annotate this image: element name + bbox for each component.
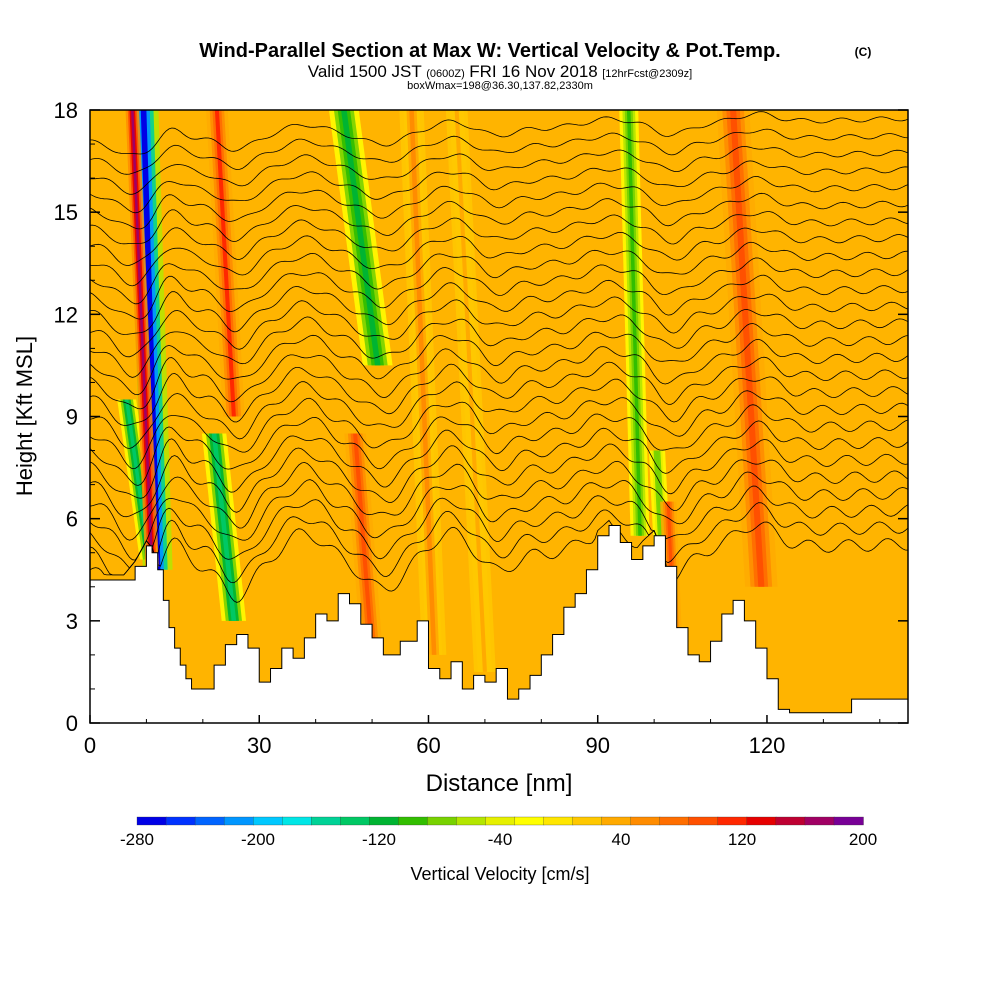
plot-area	[90, 110, 908, 723]
box-info: boxWmax=198@36.30,137.82,2330m	[407, 80, 593, 92]
isentrope-line-22	[90, 160, 908, 214]
colorbar-tick-label: 120	[728, 830, 756, 849]
y-tick-label: 9	[66, 405, 78, 430]
isentrope-line-9	[90, 376, 908, 449]
velocity-band-5-layer-3	[341, 110, 381, 366]
colorbar-swatch	[746, 816, 777, 826]
chart-title: Wind-Parallel Section at Max W: Vertical…	[199, 40, 780, 62]
isentrope-line-0	[90, 519, 908, 603]
terrain-mask	[90, 524, 908, 723]
velocity-band-3-layer-3	[211, 433, 237, 621]
y-tick-label: 6	[66, 507, 78, 532]
x-tick-label: 30	[247, 733, 271, 758]
colorbar-swatch	[601, 816, 632, 826]
colorbar-swatch	[223, 816, 254, 826]
velocity-band-9-layer-3	[626, 110, 642, 536]
isentrope-line-20	[90, 192, 908, 245]
velocity-band-12-layer-3	[730, 110, 765, 587]
colorbar-swatch	[282, 816, 312, 826]
colorbar-swatch	[775, 816, 806, 826]
valid-time: Valid 1500 JST	[308, 62, 422, 81]
y-tick-label: 0	[66, 711, 78, 736]
colorbar-tick-label: -40	[488, 830, 513, 849]
velocity-band-8-layer-3	[454, 110, 487, 672]
colorbar-swatch	[165, 816, 196, 826]
isentrope-line-5	[90, 439, 908, 518]
colorbar-swatch	[804, 816, 835, 826]
isentrope-line-19	[90, 211, 908, 266]
isentrope-line-4	[90, 459, 908, 541]
isentrope-line-14	[90, 293, 908, 358]
velocity-field	[117, 110, 778, 672]
colorbar-swatch	[136, 816, 167, 826]
forecast-info: [12hrFcst@2309z]	[602, 68, 692, 80]
isentrope-line-25	[90, 111, 908, 155]
isentrope-line-21	[90, 175, 908, 230]
isentrope-line-13	[90, 309, 908, 378]
isentrope-line-16	[90, 257, 908, 320]
isentrope-line-18	[90, 227, 908, 287]
colorbar-swatch	[369, 816, 400, 826]
x-tick-label: 120	[749, 733, 786, 758]
colorbar-swatch	[340, 816, 370, 826]
colorbar-swatch	[688, 816, 719, 826]
isentrope-line-24	[90, 128, 908, 175]
colorbar-swatch	[543, 816, 574, 826]
valid-date: FRI 16 Nov 2018	[469, 62, 598, 81]
isentrope-line-1	[90, 502, 908, 584]
colorbar-swatch	[194, 816, 225, 826]
colorbar-swatch	[659, 816, 690, 826]
isentrope-line-12	[90, 323, 908, 396]
isentrope-line-7	[90, 404, 908, 486]
colorbar-swatch	[717, 816, 748, 826]
copyright-mark: (C)	[855, 45, 872, 59]
colorbar-swatch	[572, 816, 603, 826]
y-tick-label: 15	[54, 200, 78, 225]
y-axis: 0 3 6 9 12 15 18	[54, 98, 908, 736]
isentrope-line-3	[90, 471, 908, 561]
colorbar-swatch	[253, 816, 283, 826]
colorbar: -280 -200 -120 -40 40 120 200	[120, 816, 877, 849]
colorbar-swatch	[398, 816, 429, 826]
x-axis-label: Distance [nm]	[426, 770, 573, 797]
valid-time-line: Valid 1500 JST (0600Z) FRI 16 Nov 2018 […	[308, 62, 692, 81]
velocity-band-7-layer-3	[409, 110, 437, 655]
isentrope-line-23	[90, 145, 908, 195]
velocity-band-6-layer-3	[353, 433, 375, 655]
colorbar-tick-label: 40	[612, 830, 631, 849]
y-tick-label: 18	[54, 98, 78, 123]
y-axis-label: Height [Kft MSL]	[12, 336, 37, 496]
colorbar-swatch	[833, 816, 864, 826]
valid-utc: (0600Z)	[426, 68, 465, 80]
isentrope-line-10	[90, 356, 908, 426]
x-tick-label: 0	[84, 733, 96, 758]
colorbar-swatch	[311, 816, 341, 826]
colorbar-swatch	[630, 816, 661, 826]
colorbar-swatch	[427, 816, 458, 826]
y-tick-label: 3	[66, 609, 78, 634]
colorbar-tick-label: 200	[849, 830, 877, 849]
colorbar-label: Vertical Velocity [cm/s]	[410, 864, 589, 884]
isentrope-line-2	[90, 485, 908, 569]
velocity-band-2-layer-3	[131, 110, 154, 567]
isentrope-line-17	[90, 241, 908, 305]
colorbar-swatch	[485, 816, 516, 826]
x-axis: 0 30 60 90 120	[84, 715, 881, 758]
isentrope-line-11	[90, 338, 908, 410]
isentrope-line-6	[90, 420, 908, 499]
colorbar-tick-label: -120	[362, 830, 396, 849]
velocity-band-4-layer-3	[214, 110, 236, 417]
x-tick-label: 60	[416, 733, 440, 758]
colorbar-swatch	[456, 816, 487, 826]
colorbar-tick-label: -200	[241, 830, 275, 849]
y-tick-label: 12	[54, 302, 78, 327]
colorbar-tick-label: -280	[120, 830, 154, 849]
potential-temperature-contours	[90, 111, 908, 603]
x-tick-label: 90	[585, 733, 609, 758]
colorbar-swatch	[514, 816, 545, 826]
isentrope-line-15	[90, 274, 908, 335]
isentrope-line-8	[90, 390, 908, 470]
